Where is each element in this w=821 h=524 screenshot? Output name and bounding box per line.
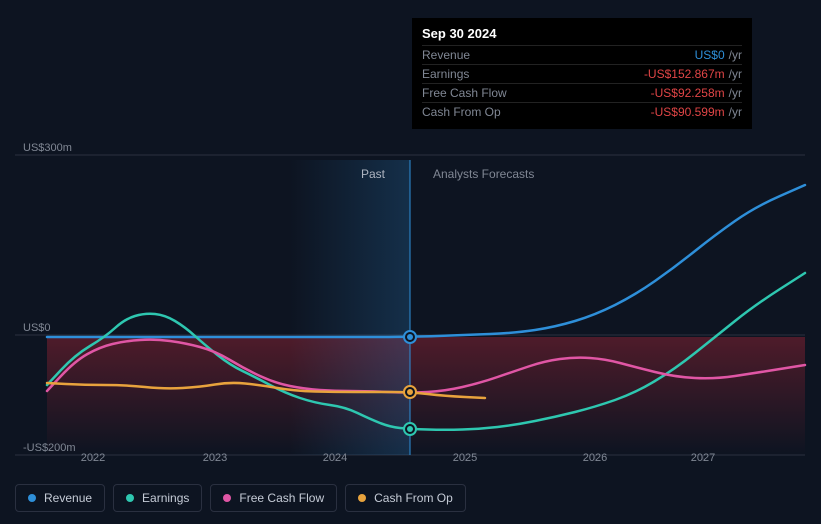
tooltip-label: Earnings [422, 67, 469, 81]
y-axis-label: US$300m [23, 142, 72, 154]
tooltip-row: Revenue US$0/yr [422, 45, 742, 64]
tooltip-row: Free Cash Flow -US$92.258m/yr [422, 83, 742, 102]
legend-dot-icon [28, 494, 36, 502]
legend-item-fcf[interactable]: Free Cash Flow [210, 484, 337, 512]
legend-dot-icon [126, 494, 134, 502]
tooltip-row: Cash From Op -US$90.599m/yr [422, 102, 742, 121]
legend-label: Earnings [142, 491, 189, 505]
tooltip-value: -US$90.599m [651, 105, 725, 119]
tooltip-unit: /yr [729, 67, 742, 81]
legend-item-revenue[interactable]: Revenue [15, 484, 105, 512]
tooltip-unit: /yr [729, 105, 742, 119]
y-axis-label: US$0 [23, 322, 51, 334]
x-axis-label: 2025 [453, 452, 477, 464]
y-axis-label: -US$200m [23, 442, 76, 454]
tooltip-title: Sep 30 2024 [422, 26, 742, 41]
tooltip-label: Cash From Op [422, 105, 501, 119]
legend-dot-icon [358, 494, 366, 502]
chart-legend: Revenue Earnings Free Cash Flow Cash From O… [15, 484, 466, 512]
tooltip-unit: /yr [729, 86, 742, 100]
legend-item-cfo[interactable]: Cash From Op [345, 484, 466, 512]
legend-label: Cash From Op [374, 491, 453, 505]
tooltip-value: US$0 [695, 48, 725, 62]
section-label-forecast: Analysts Forecasts [433, 167, 534, 181]
chart-tooltip: Sep 30 2024 Revenue US$0/yr Earnings -US$15… [412, 18, 752, 129]
legend-dot-icon [223, 494, 231, 502]
tooltip-row: Earnings -US$152.867m/yr [422, 64, 742, 83]
legend-item-earnings[interactable]: Earnings [113, 484, 202, 512]
x-axis-label: 2026 [583, 452, 607, 464]
x-axis-label: 2024 [323, 452, 347, 464]
tooltip-value: -US$92.258m [651, 86, 725, 100]
legend-label: Free Cash Flow [239, 491, 324, 505]
section-label-past: Past [361, 167, 385, 181]
legend-label: Revenue [44, 491, 92, 505]
x-axis-label: 2022 [81, 452, 105, 464]
x-axis-label: 2023 [203, 452, 227, 464]
tooltip-value: -US$152.867m [644, 67, 725, 81]
tooltip-label: Free Cash Flow [422, 86, 507, 100]
tooltip-unit: /yr [729, 48, 742, 62]
x-axis-label: 2027 [691, 452, 715, 464]
tooltip-label: Revenue [422, 48, 470, 62]
